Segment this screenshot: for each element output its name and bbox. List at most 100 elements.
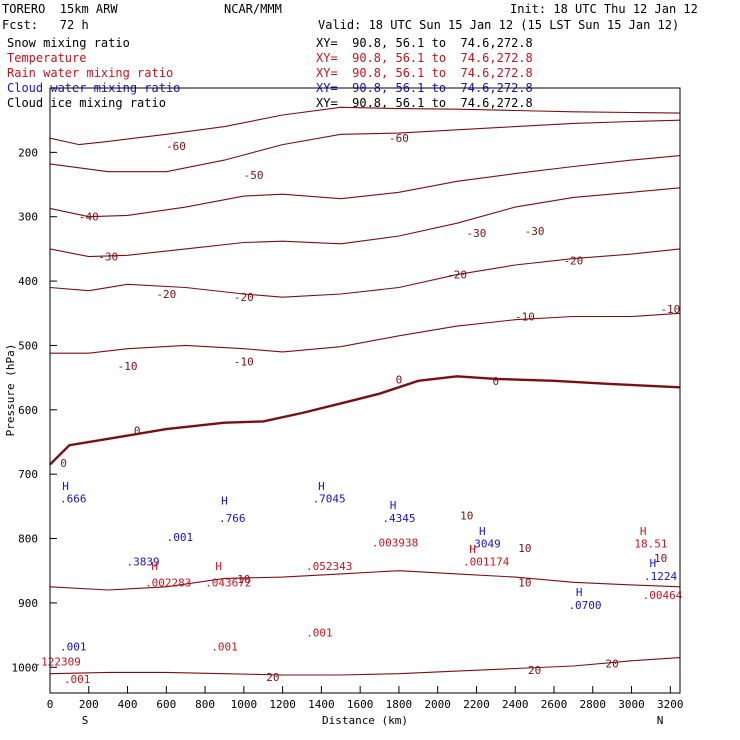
isotherm-line-10 xyxy=(49,570,681,591)
isotherm-line--20 xyxy=(49,248,681,298)
temperature-label: 10 xyxy=(518,576,531,589)
cloud-water-label: H xyxy=(390,499,397,512)
cloud-water-label: H xyxy=(650,557,657,570)
rain-water-label: .043672 xyxy=(205,576,251,589)
field-label-snow: Snow mixing ratio xyxy=(7,36,130,50)
cloud-water-label: .0700 xyxy=(568,599,601,612)
x-tick-label: 1600 xyxy=(347,698,374,711)
temperature-label: 0 xyxy=(396,374,403,387)
temperature-label: -20 xyxy=(234,291,254,304)
cloud-water-label: .3049 xyxy=(468,538,501,551)
temperature-label: -20 xyxy=(563,254,583,267)
temperature-label: -10 xyxy=(118,360,138,373)
header-center: NCAR/MMM xyxy=(224,2,282,16)
x-tick-label: 1200 xyxy=(269,698,296,711)
x-tick-label: 2800 xyxy=(580,698,607,711)
x-tick-label: 1000 xyxy=(231,698,258,711)
x-tick-label: 600 xyxy=(156,698,176,711)
temperature-label: -30 xyxy=(525,225,545,238)
x-tick-label: 2400 xyxy=(502,698,529,711)
temperature-label: -60 xyxy=(166,140,186,153)
y-tick-label: 800 xyxy=(18,533,38,546)
temperature-label: -10 xyxy=(234,356,254,369)
cloud-water-label: .7045 xyxy=(313,493,346,506)
x-tick-label: 2000 xyxy=(424,698,451,711)
field-xy-snow: XY= 90.8, 56.1 to 74.6,272.8 xyxy=(316,36,533,50)
isotherm-line--50 xyxy=(49,119,681,173)
rain-water-label: H xyxy=(469,543,476,556)
header-valid: Valid: 18 UTC Sun 15 Jan 12 (15 LST Sun … xyxy=(318,18,680,32)
isotherm-line--40 xyxy=(49,155,681,218)
plot-frame xyxy=(49,87,681,694)
y-tick-label: 700 xyxy=(18,468,38,481)
y-tick-label: 600 xyxy=(18,404,38,417)
isotherm-line-20 xyxy=(49,657,681,676)
y-axis-label: Pressure (hPa) xyxy=(4,344,17,437)
temperature-label: 20 xyxy=(266,671,279,684)
x-tick-label: 200 xyxy=(79,698,99,711)
cloud-water-label: .001 xyxy=(60,641,87,654)
cloud-water-label: .666 xyxy=(60,493,87,506)
header-init: Init: 18 UTC Thu 12 Jan 12 xyxy=(510,2,698,16)
rain-water-label: .001 xyxy=(306,627,333,640)
x-tick-label: 3000 xyxy=(618,698,645,711)
field-xy-temperature: XY= 90.8, 56.1 to 74.6,272.8 xyxy=(316,51,533,65)
temperature-label: -10 xyxy=(660,303,680,316)
temperature-label: 10 xyxy=(237,573,250,586)
y-tick-label: 500 xyxy=(18,339,38,352)
temperature-label: -10 xyxy=(515,310,535,323)
field-label-rain: Rain water mixing ratio xyxy=(7,66,174,80)
cloud-water-label: .766 xyxy=(219,512,246,525)
rain-water-label: H xyxy=(640,525,647,538)
cloud-water-label: .4345 xyxy=(382,512,415,525)
x-tick-label: 1800 xyxy=(386,698,413,711)
rain-water-label: 18.51 xyxy=(634,538,667,551)
temperature-label: 0 xyxy=(134,424,141,437)
rain-water-label: .122309 xyxy=(35,655,81,668)
temperature-label: 0 xyxy=(60,457,67,470)
cloud-water-label: .1224 xyxy=(644,570,677,583)
rain-water-label: .00464 xyxy=(643,589,683,602)
x-tick-label: 800 xyxy=(195,698,215,711)
rain-water-label: .001 xyxy=(211,641,238,654)
cloud-water-label: .3839 xyxy=(126,556,159,569)
y-tick-label: 1000 xyxy=(12,661,39,674)
rain-water-label: .001 xyxy=(64,673,91,686)
x-end-label-left: S xyxy=(82,714,89,727)
temperature-label: 10 xyxy=(518,542,531,555)
cloud-water-label: H xyxy=(576,586,583,599)
temperature-label: 0 xyxy=(493,375,500,388)
cloud-water-label: H xyxy=(479,525,486,538)
x-tick-label: 0 xyxy=(47,698,54,711)
x-tick-label: 1400 xyxy=(308,698,335,711)
y-tick-label: 900 xyxy=(18,597,38,610)
x-tick-label: 2200 xyxy=(463,698,490,711)
temperature-label: -30 xyxy=(467,227,487,240)
rain-water-label: .052343 xyxy=(306,560,352,573)
temperature-label: -30 xyxy=(98,251,118,264)
temperature-label: -20 xyxy=(156,288,176,301)
rain-water-label: .001174 xyxy=(463,556,510,569)
y-tick-label: 400 xyxy=(18,275,38,288)
isotherm-line--30 xyxy=(49,187,681,258)
cloud-water-label: H xyxy=(221,495,228,508)
temperature-label: 20 xyxy=(606,657,619,670)
isotherm-line--10 xyxy=(50,312,681,354)
isotherm-line-0 xyxy=(49,375,681,466)
header-model: TORERO 15km ARW xyxy=(2,2,118,16)
cloud-water-label: H xyxy=(62,480,69,493)
temperature-label: -40 xyxy=(79,211,99,224)
y-tick-label: 300 xyxy=(18,211,38,224)
field-label-cloud-ice: Cloud ice mixing ratio xyxy=(7,96,166,110)
rain-water-label: .003938 xyxy=(372,536,418,549)
x-axis-label: Distance (km) xyxy=(322,714,408,727)
y-tick-label: 200 xyxy=(18,146,38,159)
cloud-water-label: .001 xyxy=(167,531,194,544)
field-label-temperature: Temperature xyxy=(7,51,87,65)
temperature-label: -60 xyxy=(389,132,409,145)
temperature-label: 10 xyxy=(460,509,473,522)
rain-water-label: .002283 xyxy=(145,576,191,589)
header-fcst: Fcst: 72 h xyxy=(2,18,89,32)
x-end-label-right: N xyxy=(657,714,664,727)
